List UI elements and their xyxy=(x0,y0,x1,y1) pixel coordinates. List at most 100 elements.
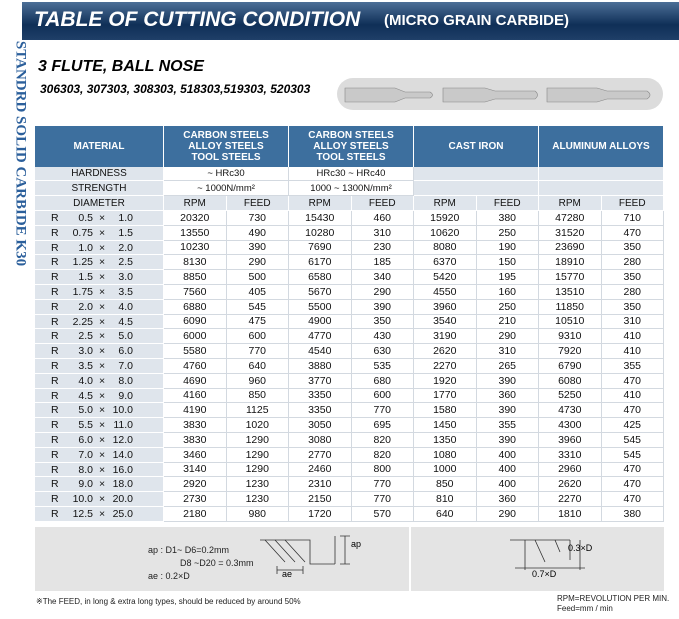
strength-value xyxy=(539,181,664,196)
value-cell: 410 xyxy=(601,329,664,345)
diagram-drawings xyxy=(260,535,585,574)
diameter-part: 5.0 xyxy=(118,330,133,343)
diameter-cell: R 0.5 × 1.0 xyxy=(35,211,164,226)
product-name: 3 FLUTE, BALL NOSE xyxy=(38,58,204,75)
value-cell: 640 xyxy=(414,507,477,522)
diagram-area xyxy=(35,527,664,591)
value-cell: 340 xyxy=(351,270,414,285)
value-cell: 3830 xyxy=(164,418,227,433)
value-cell: 10510 xyxy=(539,314,602,330)
value-cell: 3770 xyxy=(289,373,352,389)
diameter-part: 7.0 xyxy=(78,448,93,461)
diameter-part: R xyxy=(51,508,59,520)
group-header-line: TOOL STEELS xyxy=(316,152,386,163)
value-cell: 355 xyxy=(601,359,664,374)
value-cell: 5420 xyxy=(414,270,477,285)
diameter-part: 1.5 xyxy=(78,271,93,284)
value-cell: 6090 xyxy=(164,314,227,330)
subheader: FEED xyxy=(476,196,539,211)
value-cell: 350 xyxy=(601,240,664,256)
value-cell: 1230 xyxy=(226,492,289,507)
value-cell: 4690 xyxy=(164,373,227,389)
diameter-part: 5.5 xyxy=(78,419,93,432)
diameter-part: × xyxy=(99,300,106,313)
value-cell: 4300 xyxy=(539,418,602,433)
value-cell: 1020 xyxy=(226,418,289,433)
value-cell: 310 xyxy=(351,225,414,241)
value-cell: 2730 xyxy=(164,492,227,507)
diameter-part: 20.0 xyxy=(112,493,133,506)
ap-note: ap : D1~ D6=0.2mm xyxy=(148,545,230,555)
value-cell: 6370 xyxy=(414,255,477,271)
subheader: FEED xyxy=(226,196,289,211)
diameter-part: 4.5 xyxy=(118,315,133,328)
value-cell: 1580 xyxy=(414,403,477,419)
value-cell: 545 xyxy=(601,447,664,463)
value-cell: 810 xyxy=(414,492,477,507)
value-cell: 2180 xyxy=(164,507,227,522)
value-cell: 400 xyxy=(476,477,539,493)
rpm-note: RPM=REVOLUTION PER MIN. xyxy=(557,594,670,603)
value-cell: 280 xyxy=(601,255,664,271)
diameter-cell: R 2.25 × 4.5 xyxy=(35,314,164,330)
diameter-part: R xyxy=(51,241,59,254)
value-cell: 405 xyxy=(226,285,289,300)
side-text: STANDRD SOLID CARBIDE K30 xyxy=(12,40,29,267)
diameter-part: R xyxy=(51,404,59,417)
diameter-cell: R 4.0 × 8.0 xyxy=(35,373,164,389)
diameter-part: × xyxy=(99,226,106,239)
header-title: TABLE OF CUTTING CONDITION xyxy=(34,8,361,31)
diameter-part: 1.75 xyxy=(72,286,93,298)
value-cell: 390 xyxy=(476,373,539,389)
diameter-part: 4.5 xyxy=(78,389,93,402)
diameter-part: 4.0 xyxy=(118,300,133,313)
value-cell: 800 xyxy=(351,462,414,478)
value-cell: 310 xyxy=(476,344,539,359)
value-cell: 3050 xyxy=(289,418,352,433)
feed-note: Feed=mm / min xyxy=(557,604,613,613)
hardness-label: HARDNESS xyxy=(35,167,164,181)
value-cell: 290 xyxy=(351,285,414,300)
value-cell: 570 xyxy=(351,507,414,522)
value-cell: 5670 xyxy=(289,285,352,300)
diameter-part: × xyxy=(99,448,106,461)
value-cell: 545 xyxy=(601,433,664,448)
value-cell: 23690 xyxy=(539,240,602,256)
diameter-part: × xyxy=(99,463,106,476)
value-cell: 355 xyxy=(476,418,539,433)
value-cell: 850 xyxy=(226,388,289,404)
value-cell: 6790 xyxy=(539,359,602,374)
value-cell: 470 xyxy=(601,477,664,493)
value-cell: 1350 xyxy=(414,433,477,448)
value-cell: 4550 xyxy=(414,285,477,300)
diameter-header: DIAMETER xyxy=(35,196,164,211)
value-cell: 1450 xyxy=(414,418,477,433)
value-cell: 3960 xyxy=(539,433,602,448)
value-cell: 475 xyxy=(226,314,289,330)
diameter-part: R xyxy=(51,478,59,491)
value-cell: 380 xyxy=(476,211,539,226)
diameter-cell: R 1.0 × 2.0 xyxy=(35,240,164,256)
value-cell: 4900 xyxy=(289,314,352,330)
diameter-part: × xyxy=(99,330,106,343)
value-cell: 280 xyxy=(601,285,664,300)
value-cell: 350 xyxy=(601,299,664,315)
diameter-part: 2.0 xyxy=(118,241,133,254)
value-cell: 710 xyxy=(601,211,664,226)
subheader: FEED xyxy=(351,196,414,211)
diameter-part: 3.5 xyxy=(118,286,133,298)
value-cell: 410 xyxy=(601,344,664,359)
diameter-part: 16.0 xyxy=(112,463,133,476)
value-cell: 2960 xyxy=(539,462,602,478)
diameter-cell: R 1.25 × 2.5 xyxy=(35,255,164,271)
diameter-part: R xyxy=(51,256,59,269)
subheader: FEED xyxy=(601,196,664,211)
diameter-part: R xyxy=(51,360,59,372)
value-cell: 1810 xyxy=(539,507,602,522)
value-cell: 2460 xyxy=(289,462,352,478)
value-cell: 1290 xyxy=(226,462,289,478)
value-cell: 10280 xyxy=(289,225,352,241)
value-cell: 3310 xyxy=(539,447,602,463)
value-cell: 160 xyxy=(476,285,539,300)
value-cell: 960 xyxy=(226,373,289,389)
